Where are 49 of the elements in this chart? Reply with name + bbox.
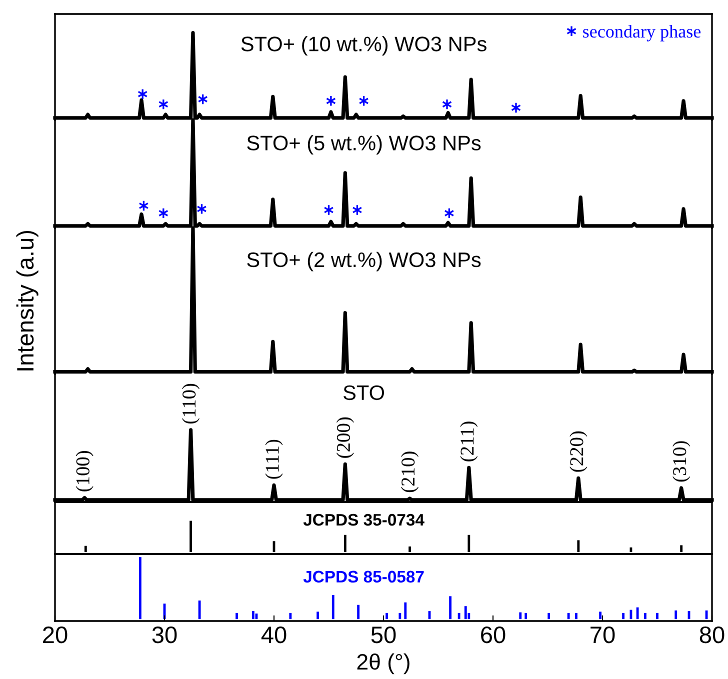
- x-axis-title: 2θ (°): [357, 653, 410, 674]
- bar: [449, 596, 452, 620]
- point: [326, 95, 336, 107]
- chart-title: JCPDS 35-0734: [303, 514, 424, 526]
- text: STO+ (5 wt.%) WO3 NPs: [247, 135, 481, 155]
- bar: [599, 612, 602, 620]
- bar: [138, 557, 142, 620]
- legend-label: secondary phase: [583, 24, 701, 42]
- annotation: (110): [182, 384, 200, 424]
- bar: [656, 612, 658, 620]
- bar: [357, 604, 360, 620]
- bar: [458, 612, 460, 620]
- y-axis-title: Intensity (a.u): [16, 230, 38, 370]
- bar: [404, 602, 407, 620]
- bar: [464, 606, 467, 620]
- annotation: (111): [265, 440, 283, 479]
- x-tick-label: 80: [700, 626, 724, 644]
- x-tick-label: 60: [481, 626, 506, 644]
- annotation: (220): [570, 431, 588, 472]
- x-tick-label: 20: [43, 626, 68, 644]
- bar: [567, 612, 570, 620]
- bar: [236, 612, 238, 620]
- bar: [252, 611, 254, 620]
- text: JCPDS 85-0587: [303, 570, 424, 583]
- chart-title: STO: [344, 385, 384, 400]
- bar: [332, 594, 334, 620]
- annotation: (100): [76, 450, 94, 492]
- bar: [519, 612, 522, 620]
- annotation: (310): [672, 441, 690, 482]
- bar: [316, 612, 320, 620]
- bar: [548, 612, 550, 620]
- bar: [289, 612, 292, 620]
- text: STO+ (2 wt.%) WO3 NPs: [247, 252, 481, 272]
- point: [442, 98, 452, 110]
- annotation: (210): [400, 452, 419, 492]
- annotation: (211): [460, 422, 478, 462]
- x-tick-label: 40: [261, 626, 286, 644]
- bar: [575, 612, 578, 620]
- chart-title: STO+ (10 wt.%) WO3 NPs: [241, 36, 486, 56]
- x-tick-label: 50: [371, 626, 396, 644]
- bar: [674, 610, 678, 620]
- annotation: (200): [336, 417, 354, 458]
- x-tick-label: 30: [152, 626, 177, 644]
- bar: [398, 612, 402, 620]
- bar: [386, 612, 388, 620]
- bar: [644, 612, 646, 620]
- bar: [622, 612, 625, 620]
- x-tick-label: 70: [590, 626, 615, 644]
- bar: [524, 612, 528, 620]
